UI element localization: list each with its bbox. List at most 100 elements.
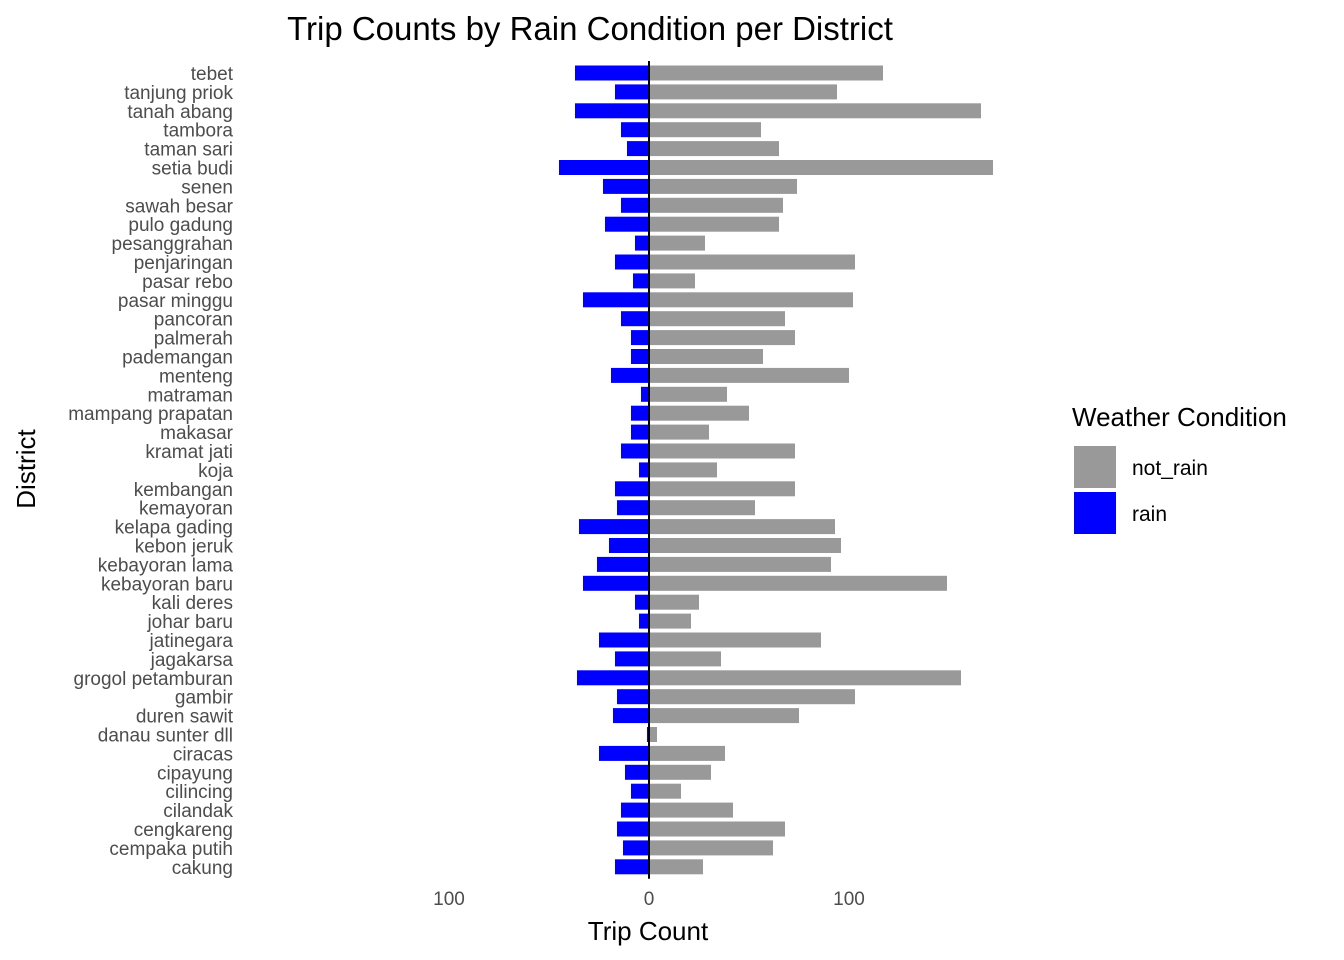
- bar-rain-23: [617, 500, 649, 516]
- y-tick-label-12: pasar minggu: [118, 291, 233, 312]
- bar-not-rain-37: [649, 764, 711, 780]
- y-tick-label-16: menteng: [159, 366, 233, 387]
- bar-not-rain-33: [649, 689, 855, 705]
- bar-rain-12: [583, 292, 649, 308]
- bar-rain-11: [633, 273, 649, 289]
- bar-not-rain-36: [649, 745, 725, 761]
- y-tick-label-19: makasar: [160, 423, 234, 444]
- chart-title: Trip Counts by Rain Condition per Distri…: [287, 10, 893, 47]
- bar-not-rain-35: [649, 727, 657, 742]
- bar-rain-41: [623, 840, 649, 856]
- bar-not-rain-22: [649, 481, 795, 497]
- bar-rain-7: [621, 197, 649, 213]
- bar-rain-17: [641, 386, 649, 402]
- bar-rain-20: [621, 443, 649, 459]
- bar-not-rain-20: [649, 443, 795, 459]
- bar-rain-0: [575, 65, 649, 81]
- bar-not-rain-39: [649, 802, 733, 818]
- bar-rain-25: [609, 538, 649, 553]
- y-tick-label-33: gambir: [175, 688, 234, 709]
- x-tick-label-2: 100: [833, 889, 865, 910]
- y-tick-label-8: pulo gadung: [128, 215, 233, 236]
- y-tick-label-35: danau sunter dll: [98, 726, 233, 747]
- bar-rain-39: [621, 802, 649, 818]
- bars-group: [559, 65, 993, 875]
- y-tick-label-11: pasar rebo: [142, 272, 233, 293]
- y-tick-label-1: tanjung priok: [124, 83, 233, 104]
- bar-not-rain-17: [649, 386, 727, 402]
- bar-rain-38: [631, 783, 649, 799]
- bar-not-rain-27: [649, 575, 947, 591]
- bar-not-rain-41: [649, 840, 773, 856]
- bar-not-rain-16: [649, 367, 849, 383]
- y-tick-label-3: tambora: [163, 121, 233, 142]
- y-tick-label-29: johar baru: [146, 612, 233, 633]
- bar-rain-31: [615, 651, 649, 667]
- y-tick-label-32: grogol petamburan: [74, 669, 234, 690]
- y-tick-label-13: pancoran: [154, 310, 233, 331]
- bar-rain-33: [617, 689, 649, 705]
- bar-not-rain-34: [649, 708, 799, 724]
- y-tick-label-25: kebon jeruk: [135, 537, 234, 558]
- y-tick-label-7: sawah besar: [125, 196, 233, 217]
- bar-not-rain-18: [649, 405, 749, 421]
- y-tick-label-26: kebayoran lama: [98, 555, 234, 576]
- bar-not-rain-13: [649, 311, 785, 327]
- bar-rain-2: [575, 103, 649, 119]
- bar-rain-40: [617, 821, 649, 837]
- bar-rain-15: [631, 349, 649, 364]
- bar-rain-1: [615, 84, 649, 100]
- y-tick-label-41: cempaka putih: [109, 839, 233, 860]
- y-tick-label-0: tebet: [191, 64, 234, 85]
- y-tick-label-18: mampang prapatan: [68, 404, 233, 425]
- x-tick-labels: 100 0 100: [433, 889, 865, 910]
- y-tick-label-10: penjaringan: [134, 253, 233, 274]
- bar-not-rain-8: [649, 216, 779, 232]
- bar-not-rain-31: [649, 651, 721, 667]
- bar-not-rain-7: [649, 197, 783, 213]
- y-tick-label-31: jagakarsa: [150, 650, 234, 671]
- y-tick-label-34: duren sawit: [136, 707, 234, 728]
- bar-rain-8: [605, 216, 649, 232]
- legend-label-rain: rain: [1132, 503, 1167, 526]
- y-tick-label-15: pademangan: [122, 348, 233, 369]
- bar-not-rain-42: [649, 859, 703, 875]
- bar-rain-30: [599, 632, 649, 648]
- bar-not-rain-25: [649, 538, 841, 553]
- bar-not-rain-6: [649, 178, 797, 194]
- bar-not-rain-24: [649, 519, 835, 535]
- bar-rain-6: [603, 178, 649, 194]
- bar-rain-16: [611, 367, 649, 383]
- bar-not-rain-30: [649, 632, 821, 648]
- bar-rain-37: [625, 764, 649, 780]
- y-tick-label-4: taman sari: [144, 140, 233, 161]
- bar-rain-29: [639, 613, 649, 629]
- bar-not-rain-14: [649, 330, 795, 346]
- y-tick-label-27: kebayoran baru: [101, 574, 233, 595]
- bar-rain-5: [559, 160, 649, 175]
- bar-rain-14: [631, 330, 649, 346]
- bar-rain-4: [627, 141, 649, 157]
- y-tick-label-17: matraman: [147, 385, 233, 406]
- bar-not-rain-10: [649, 254, 855, 270]
- x-tick-label-1: 0: [644, 889, 655, 910]
- y-tick-label-37: cipayung: [157, 763, 233, 784]
- bar-rain-22: [615, 481, 649, 497]
- legend-label-not-rain: not_rain: [1132, 457, 1208, 480]
- bar-not-rain-0: [649, 65, 883, 81]
- bar-rain-42: [615, 859, 649, 875]
- bar-rain-26: [597, 556, 649, 572]
- legend-key-not-rain: [1074, 446, 1116, 488]
- bar-not-rain-32: [649, 670, 961, 686]
- bar-not-rain-38: [649, 783, 681, 799]
- bar-rain-21: [639, 462, 649, 478]
- bar-not-rain-21: [649, 462, 717, 478]
- bar-not-rain-4: [649, 141, 779, 157]
- y-tick-label-38: cilincing: [165, 782, 233, 803]
- bar-not-rain-40: [649, 821, 785, 837]
- bar-not-rain-23: [649, 500, 755, 516]
- bar-rain-32: [577, 670, 649, 686]
- bar-not-rain-2: [649, 103, 981, 119]
- bar-rain-34: [613, 708, 649, 724]
